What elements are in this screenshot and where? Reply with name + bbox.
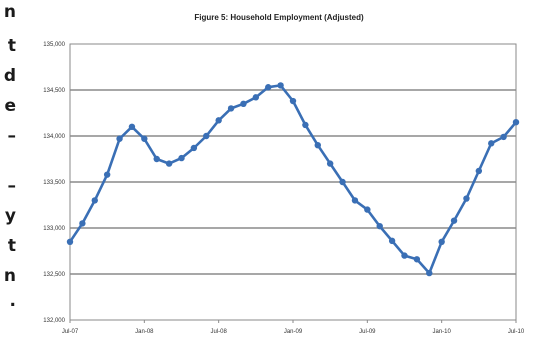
text-fragment: – <box>7 176 17 196</box>
data-point <box>450 217 458 224</box>
data-point <box>413 256 421 263</box>
data-point <box>289 97 297 105</box>
text-fragment: . <box>9 291 16 311</box>
data-point <box>302 121 309 129</box>
y-tick-label: 132,000 <box>43 318 65 324</box>
data-point <box>165 160 173 167</box>
x-tick-label: Jan-08 <box>135 329 154 335</box>
left-text-fragments: n t d e – – y t n . <box>0 0 22 347</box>
data-point <box>475 167 483 175</box>
x-tick-label: Jul-10 <box>508 329 525 335</box>
data-point <box>326 160 334 167</box>
data-point <box>227 105 235 112</box>
y-tick-label: 133,500 <box>43 180 65 186</box>
x-axis-ticks: Jul-07 Jan-08 Jul-08 Jan-09 Jul-09 Jan-10 Jul-… <box>62 320 525 335</box>
y-axis-ticks: 132,000 132,500 133,000 133,500 134,000 134,5… <box>43 42 65 324</box>
data-point <box>364 206 371 213</box>
text-fragment: – <box>7 126 17 146</box>
text-fragment: t <box>7 236 16 256</box>
data-point <box>153 155 160 163</box>
data-point <box>376 222 383 230</box>
data-point <box>401 252 408 259</box>
data-point <box>252 94 260 101</box>
data-point <box>116 135 123 142</box>
data-point <box>103 171 111 178</box>
y-tick-label: 134,000 <box>43 134 65 140</box>
data-point <box>66 238 74 245</box>
data-point <box>500 133 507 141</box>
data-point <box>91 197 98 204</box>
data-point <box>314 142 321 149</box>
x-tick-label: Jan-09 <box>284 329 303 335</box>
y-tick-label: 134,500 <box>43 88 65 94</box>
text-fragment: e <box>4 96 16 116</box>
data-point <box>512 119 520 126</box>
text-fragment: y <box>4 206 16 226</box>
data-point <box>426 269 433 277</box>
text-fragment: d <box>3 66 16 86</box>
data-point <box>388 237 396 245</box>
text-fragment: t <box>7 36 16 56</box>
series-line <box>68 84 517 275</box>
data-point <box>203 132 210 140</box>
x-tick-label: Jan-10 <box>432 329 451 335</box>
data-point <box>463 195 470 202</box>
data-point <box>240 100 247 108</box>
data-point <box>128 123 136 130</box>
data-point <box>215 117 222 124</box>
data-point <box>178 154 185 162</box>
data-point <box>339 178 346 186</box>
data-point <box>351 197 359 204</box>
chart-title: Figure 5: Household Employment (Adjusted… <box>194 13 364 22</box>
y-tick-label: 133,000 <box>43 226 65 232</box>
series-household-employment <box>66 82 520 277</box>
data-point <box>265 84 272 91</box>
x-tick-label: Jul-09 <box>359 329 376 335</box>
x-tick-label: Jul-07 <box>62 329 79 335</box>
text-fragment: n <box>3 2 16 22</box>
text-fragment: n <box>3 266 16 286</box>
y-tick-label: 135,000 <box>43 42 65 48</box>
grid-lines <box>69 43 517 321</box>
data-point <box>488 140 495 147</box>
data-point <box>190 144 198 152</box>
data-point <box>79 220 86 227</box>
data-point <box>277 82 284 89</box>
data-point <box>438 238 445 245</box>
y-tick-label: 132,500 <box>43 272 65 278</box>
x-tick-label: Jul-08 <box>210 329 227 335</box>
data-point <box>141 135 148 142</box>
